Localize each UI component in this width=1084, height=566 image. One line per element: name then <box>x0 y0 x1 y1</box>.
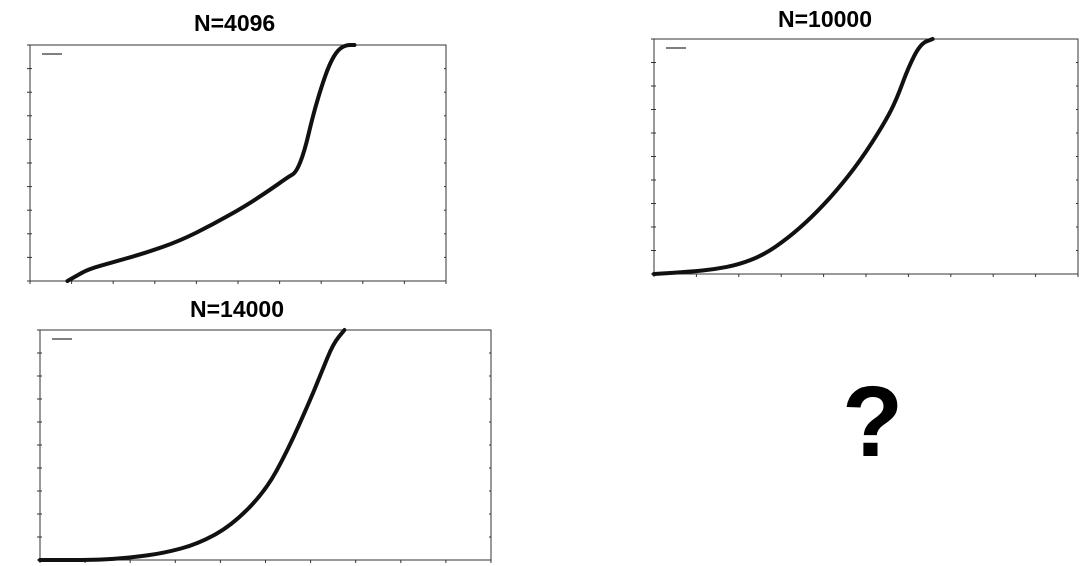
data-point <box>859 160 861 162</box>
data-point <box>197 543 199 545</box>
data-point <box>212 223 214 225</box>
data-point <box>163 552 165 554</box>
data-point <box>345 44 347 46</box>
data-point <box>287 449 289 451</box>
data-point <box>245 204 247 206</box>
data-point <box>312 115 314 117</box>
data-point <box>786 238 788 240</box>
data-point <box>895 99 897 101</box>
data-point <box>329 63 331 65</box>
data-point <box>320 86 322 88</box>
data-point <box>883 123 885 125</box>
data-point <box>129 557 131 559</box>
data-point <box>145 252 147 254</box>
data-point <box>714 268 716 270</box>
data-point <box>332 343 334 345</box>
chart-title-n14000: N=14000 <box>190 296 284 322</box>
data-point <box>932 38 934 40</box>
data-point <box>343 329 345 331</box>
data-point <box>762 254 764 256</box>
data-point <box>95 559 97 561</box>
data-point <box>179 240 181 242</box>
chart-title-n10000: N=10000 <box>778 6 872 32</box>
data-point <box>112 261 114 263</box>
plot-frame <box>39 329 492 561</box>
data-point <box>287 176 289 178</box>
data-point <box>907 66 909 68</box>
data-point <box>689 271 691 273</box>
data-point <box>353 44 355 46</box>
data-point <box>310 398 312 400</box>
data-point <box>87 268 89 270</box>
data-point <box>653 273 655 275</box>
data-point <box>835 191 837 193</box>
question-mark-placeholder: ? <box>842 366 904 478</box>
data-point <box>231 525 233 526</box>
series-line-0 <box>38 328 347 562</box>
data-point <box>337 49 339 51</box>
chart-title-n4096: N=4096 <box>194 10 276 36</box>
data-point <box>75 275 77 277</box>
data-point <box>270 188 272 190</box>
data-point <box>810 217 812 219</box>
data-point <box>321 370 323 372</box>
data-point <box>66 280 68 282</box>
series-line-0 <box>652 37 935 276</box>
data-point <box>304 150 306 152</box>
data-point <box>738 264 740 266</box>
data-point <box>295 171 297 173</box>
data-point <box>265 490 266 492</box>
data-point <box>920 43 922 45</box>
data-point <box>39 559 41 561</box>
